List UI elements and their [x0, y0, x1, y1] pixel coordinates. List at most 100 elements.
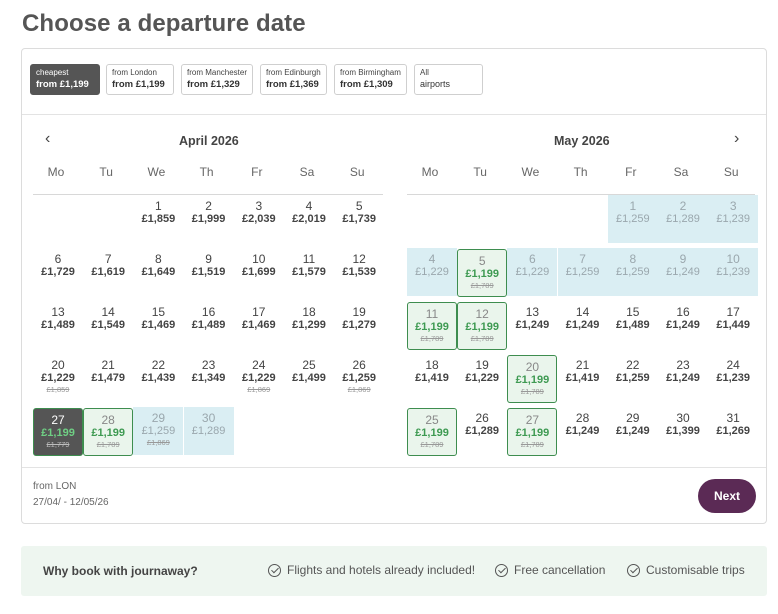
- calendar-day[interactable]: 8 £1,649: [133, 248, 183, 296]
- calendar-day[interactable]: 11 £1,579: [284, 248, 334, 296]
- calendar-day[interactable]: 20 £1,229 £1,859: [33, 354, 83, 402]
- calendar-day[interactable]: 16 £1,489: [184, 301, 234, 349]
- day-number: 2: [679, 199, 687, 213]
- airport-option-price: from £1,199: [112, 79, 165, 90]
- calendar-day[interactable]: 5 £1,199 £1,789: [457, 249, 508, 297]
- calendar-day[interactable]: 23 £1,249: [658, 354, 708, 402]
- airport-option-label: from Edinburgh: [266, 68, 321, 77]
- day-price: £1,519: [191, 266, 226, 278]
- calendar-day[interactable]: 29 £1,259 £1,869: [133, 407, 184, 455]
- calendar-day[interactable]: 21 £1,479: [83, 354, 133, 402]
- calendar-day[interactable]: 13 £1,249: [507, 301, 557, 349]
- calendar-day[interactable]: 29 £1,249: [608, 407, 658, 455]
- calendar-day[interactable]: 12 £1,539: [334, 248, 384, 296]
- calendar-day[interactable]: 26 £1,259 £1,869: [334, 354, 384, 402]
- calendar-day[interactable]: 5 £1,739: [334, 195, 384, 243]
- calendar-day[interactable]: 9 £1,519: [184, 248, 234, 296]
- calendar-day[interactable]: 13 £1,489: [33, 301, 83, 349]
- airport-option[interactable]: All airports: [414, 64, 483, 95]
- chevron-right-icon[interactable]: ›: [734, 130, 740, 147]
- calendar-day[interactable]: 17 £1,469: [234, 301, 284, 349]
- calendar-day[interactable]: 15 £1,489: [608, 301, 658, 349]
- next-button[interactable]: Next: [698, 479, 756, 513]
- calendar-day[interactable]: 21 £1,419: [558, 354, 608, 402]
- day-original-price: £1,789: [420, 440, 444, 449]
- calendar-day[interactable]: 14 £1,249: [558, 301, 608, 349]
- check-circle-icon: [627, 563, 640, 577]
- airport-option[interactable]: from Manchester from £1,329: [181, 64, 253, 95]
- chevron-left-icon[interactable]: ‹: [45, 130, 51, 147]
- calendar-day[interactable]: 28 £1,199 £1,789: [83, 408, 134, 456]
- airport-option-label: from Manchester: [187, 68, 248, 77]
- weekday-label: Th: [573, 165, 588, 179]
- day-price: £1,419: [565, 372, 600, 384]
- airport-option[interactable]: from Edinburgh from £1,369: [260, 64, 327, 95]
- calendar-day[interactable]: 3 £2,039: [234, 195, 284, 243]
- calendar-day[interactable]: 27 £1,199 £1,779: [33, 408, 83, 456]
- airport-option[interactable]: from London from £1,199: [106, 64, 174, 95]
- calendar-day[interactable]: 18 £1,299: [284, 301, 334, 349]
- why-title: Why book with journaway?: [43, 564, 198, 578]
- calendar-day[interactable]: 10 £1,239: [708, 248, 759, 296]
- calendar-day[interactable]: 2 £1,289: [658, 195, 708, 243]
- day-price: £1,859: [141, 213, 176, 225]
- calendar-day[interactable]: 3 £1,239: [708, 195, 759, 243]
- airport-option-price: from £1,369: [266, 79, 319, 90]
- weekday-label: Mo: [421, 165, 439, 179]
- airport-option-price: from £1,309: [340, 79, 393, 90]
- calendar-day[interactable]: 6 £1,229: [507, 248, 558, 296]
- calendar-day[interactable]: 28 £1,249: [558, 407, 608, 455]
- calendar-day[interactable]: 24 £1,229 £1,869: [234, 354, 284, 402]
- calendar-day[interactable]: 25 £1,499: [284, 354, 334, 402]
- calendar-day[interactable]: 22 £1,259: [608, 354, 658, 402]
- calendar-day[interactable]: 31 £1,269: [708, 407, 758, 455]
- day-price: £1,279: [342, 319, 377, 331]
- calendar-day[interactable]: 30 £1,399: [658, 407, 708, 455]
- calendar-day[interactable]: 6 £1,729: [33, 248, 83, 296]
- calendar-day[interactable]: 18 £1,419: [407, 354, 457, 402]
- calendar-day[interactable]: 19 £1,279: [334, 301, 384, 349]
- day-price: £1,229: [515, 266, 550, 278]
- calendar-day[interactable]: 2 £1,999: [184, 195, 234, 243]
- calendar-day[interactable]: 19 £1,229: [457, 354, 507, 402]
- calendar-day[interactable]: 24 £1,239: [708, 354, 758, 402]
- calendar-day[interactable]: 7 £1,619: [83, 248, 133, 296]
- feature-item: Free cancellation: [495, 563, 605, 577]
- calendar-day[interactable]: 27 £1,199 £1,789: [507, 408, 558, 456]
- calendar-day[interactable]: 16 £1,249: [658, 301, 708, 349]
- day-number: 9: [679, 252, 687, 266]
- day-number: 1: [629, 199, 637, 213]
- airport-option[interactable]: cheapest from £1,199: [30, 64, 100, 95]
- day-number: 5: [355, 199, 363, 213]
- day-price: £1,229: [241, 372, 276, 384]
- day-number: 28: [575, 411, 590, 425]
- calendar-day[interactable]: 15 £1,469: [133, 301, 183, 349]
- calendar-day[interactable]: 1 £1,859: [133, 195, 183, 243]
- calendar-day[interactable]: 22 £1,439: [133, 354, 183, 402]
- day-price: £1,649: [141, 266, 176, 278]
- calendar-day[interactable]: 25 £1,199 £1,789: [407, 408, 457, 456]
- day-number: 6: [529, 252, 536, 266]
- day-price: £1,619: [91, 266, 126, 278]
- calendar-day[interactable]: 17 £1,449: [708, 301, 758, 349]
- day-price: £1,249: [666, 319, 700, 331]
- day-number: 27: [51, 413, 65, 427]
- calendar-day[interactable]: 10 £1,699: [234, 248, 284, 296]
- calendar-day[interactable]: 7 £1,259: [557, 248, 608, 296]
- calendar-day[interactable]: 23 £1,349: [184, 354, 234, 402]
- calendar-day[interactable]: 26 £1,289: [457, 407, 507, 455]
- calendar-day[interactable]: 1 £1,259: [607, 195, 658, 243]
- day-price: £1,199: [415, 427, 449, 439]
- calendar-day[interactable]: 11 £1,199 £1,789: [407, 302, 457, 350]
- calendar-day[interactable]: 9 £1,249: [658, 248, 708, 296]
- day-number: 24: [252, 358, 266, 372]
- calendar-day[interactable]: 8 £1,259: [607, 248, 658, 296]
- airport-option[interactable]: from Birmingham from £1,309: [334, 64, 407, 95]
- calendar-day[interactable]: 4 £2,019: [284, 195, 334, 243]
- calendar-day[interactable]: 14 £1,549: [83, 301, 133, 349]
- calendar-day[interactable]: 20 £1,199 £1,789: [507, 355, 558, 403]
- calendar-day[interactable]: 12 £1,199 £1,789: [457, 302, 508, 350]
- day-number: 12: [475, 307, 489, 321]
- calendar-day[interactable]: 4 £1,229: [407, 248, 457, 296]
- calendar-day[interactable]: 30 £1,289: [183, 407, 234, 455]
